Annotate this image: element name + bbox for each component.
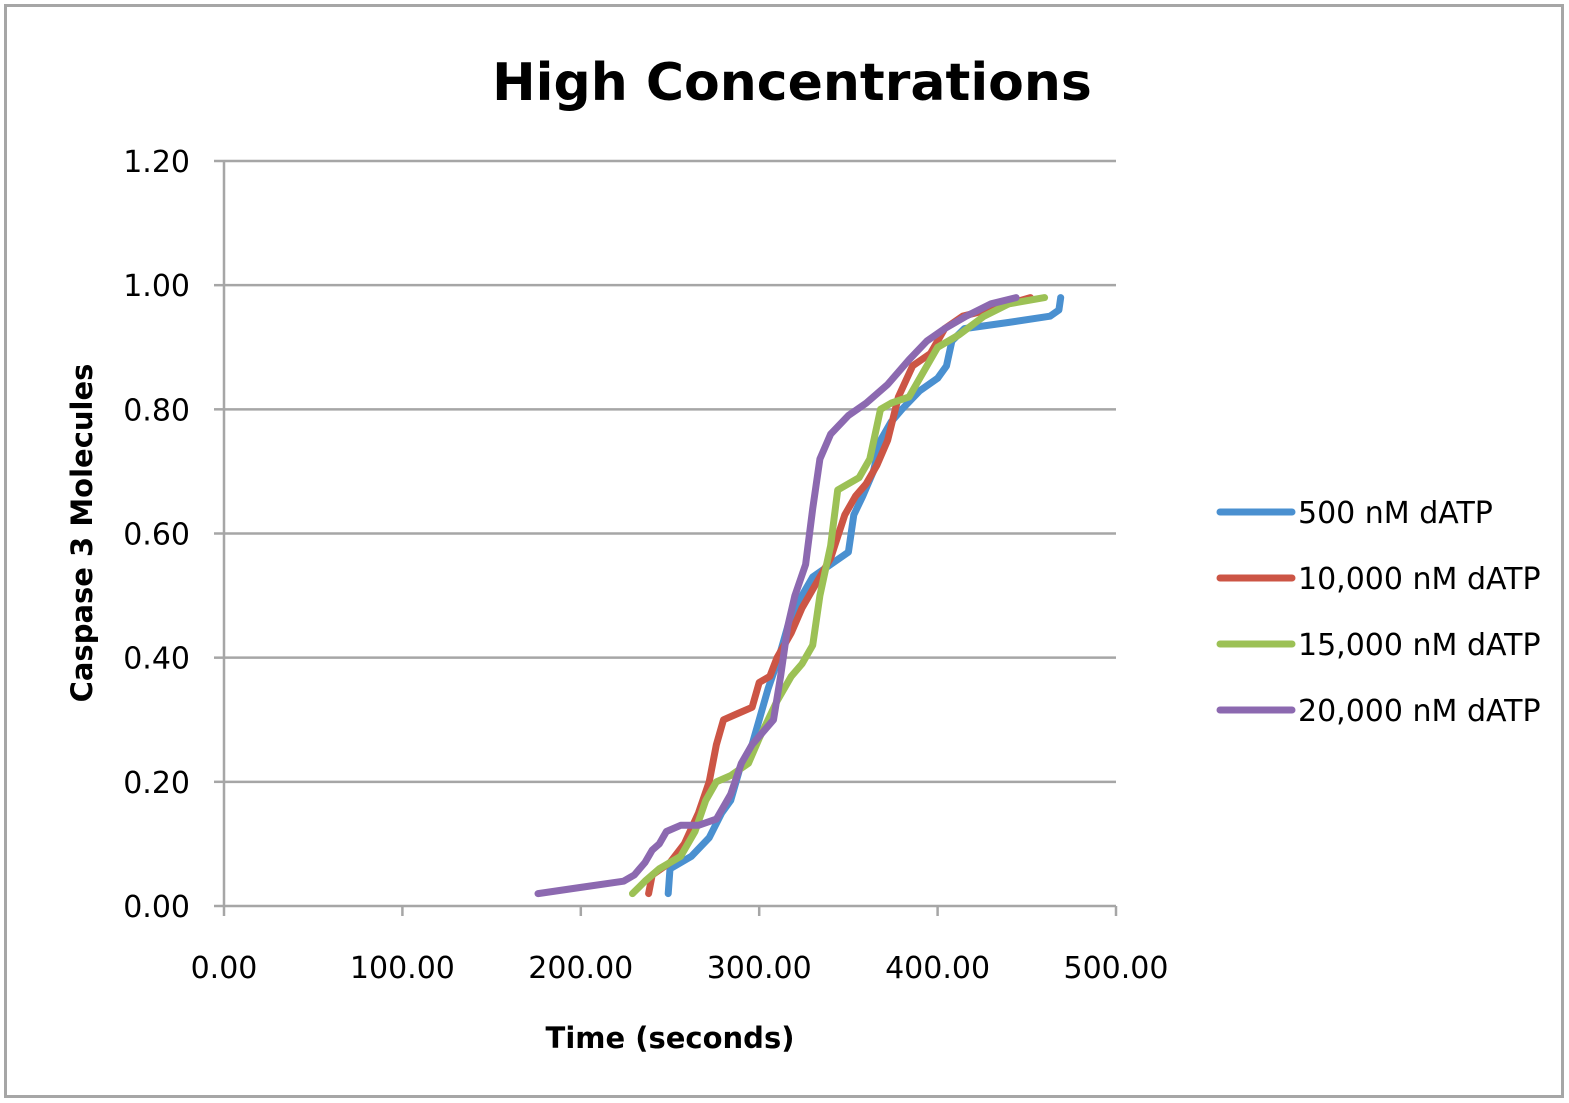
legend-item: 10,000 nM dATP (1216, 562, 1541, 597)
x-tick-label: 400.00 (885, 951, 990, 986)
y-tick-label: 1.20 (123, 145, 190, 180)
x-tick-label: 500.00 (1064, 951, 1169, 986)
chart-title: High Concentrations (492, 53, 1092, 113)
legend-item: 20,000 nM dATP (1216, 694, 1541, 729)
y-axis-title: Caspase 3 Molecules (65, 364, 99, 703)
x-tick-label: 0.00 (191, 951, 258, 986)
y-tick-label: 1.00 (123, 269, 190, 304)
x-axis-title: Time (seconds) (546, 1021, 795, 1055)
series-lines (534, 294, 1065, 898)
legend-label: 20,000 nM dATP (1298, 694, 1541, 729)
gridlines (224, 159, 1116, 784)
series-line-3 (629, 294, 1049, 898)
y-axis-ticks: 0.00 0.20 0.40 0.60 0.80 1.00 1.20 (123, 145, 224, 925)
y-tick-label: 0.60 (123, 518, 190, 553)
legend-label: 15,000 nM dATP (1298, 628, 1541, 663)
legend-item: 500 nM dATP (1216, 496, 1493, 531)
chart-frame (4, 4, 1564, 1098)
legend: 500 nM dATP 10,000 nM dATP 15,000 nM dATP 2… (1216, 496, 1541, 729)
x-tick-label: 200.00 (528, 951, 633, 986)
y-tick-label: 0.20 (123, 766, 190, 801)
x-tick-label: 100.00 (350, 951, 455, 986)
x-tick-label: 300.00 (707, 951, 812, 986)
y-tick-label: 0.40 (123, 642, 190, 677)
y-tick-label: 0.80 (123, 393, 190, 428)
legend-label: 500 nM dATP (1298, 496, 1493, 531)
y-tick-label: 0.00 (123, 890, 190, 925)
series-line-4 (534, 294, 1020, 898)
legend-label: 10,000 nM dATP (1298, 562, 1541, 597)
x-axis-ticks: 0.00 100.00 200.00 300.00 400.00 500.00 (191, 906, 1169, 986)
legend-item: 15,000 nM dATP (1216, 628, 1541, 663)
